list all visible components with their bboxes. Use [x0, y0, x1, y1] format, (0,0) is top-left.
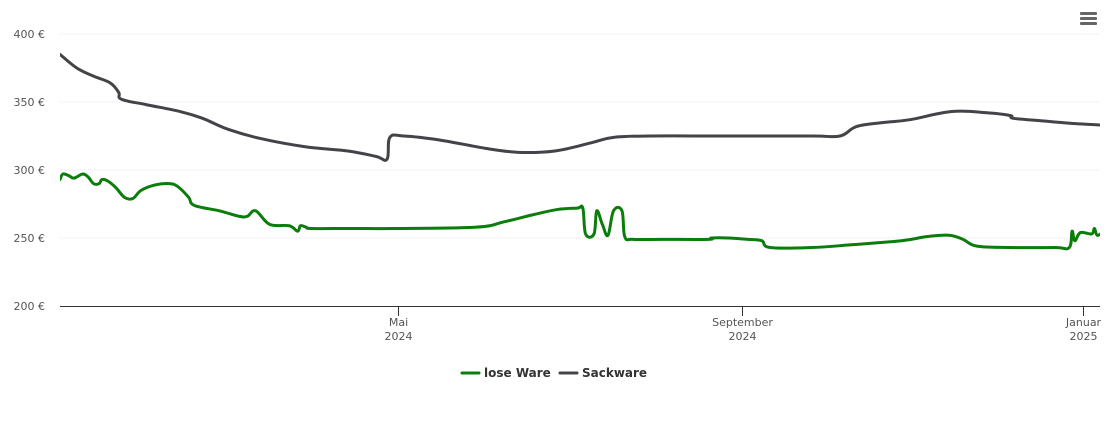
x-tick-label-line: Januar — [1065, 316, 1102, 329]
x-tick-label-line: 2024 — [729, 330, 757, 343]
y-tick-label: 300 € — [14, 164, 46, 177]
y-tick-label: 400 € — [14, 28, 46, 41]
x-tick-label: September 2024 — [712, 316, 773, 343]
y-tick-label: 350 € — [14, 96, 46, 109]
hamburger-menu-icon[interactable] — [1080, 12, 1098, 30]
series-line-lose-ware[interactable] — [60, 172, 1110, 251]
menu-bar-bottom — [1080, 22, 1097, 25]
legend-label: lose Ware — [484, 366, 551, 380]
legend-label: Sackware — [582, 366, 647, 380]
legend[interactable]: lose Ware Sackware — [460, 366, 647, 380]
x-tick-label-line: Mai — [389, 316, 408, 329]
x-tick-label-line: September — [712, 316, 773, 329]
x-tick-label: Januar 2025 — [1065, 316, 1102, 343]
menu-bar-middle — [1080, 17, 1097, 20]
x-tick-label: Mai 2024 — [385, 316, 413, 343]
series-line-sackware[interactable] — [60, 52, 1110, 162]
x-tick-label-line: 2024 — [385, 330, 413, 343]
series-lines — [60, 52, 1110, 251]
y-tick-label: 250 € — [14, 232, 46, 245]
legend-item-lose-ware[interactable]: lose Ware — [460, 366, 551, 380]
menu-bar-top — [1080, 12, 1097, 15]
y-tick-label: 200 € — [14, 300, 46, 313]
axes: 200 €250 €300 €350 €400 €Mai 2024Septembe… — [14, 28, 1102, 343]
legend-item-sackware[interactable]: Sackware — [558, 366, 647, 380]
x-tick-label-line: 2025 — [1070, 330, 1098, 343]
